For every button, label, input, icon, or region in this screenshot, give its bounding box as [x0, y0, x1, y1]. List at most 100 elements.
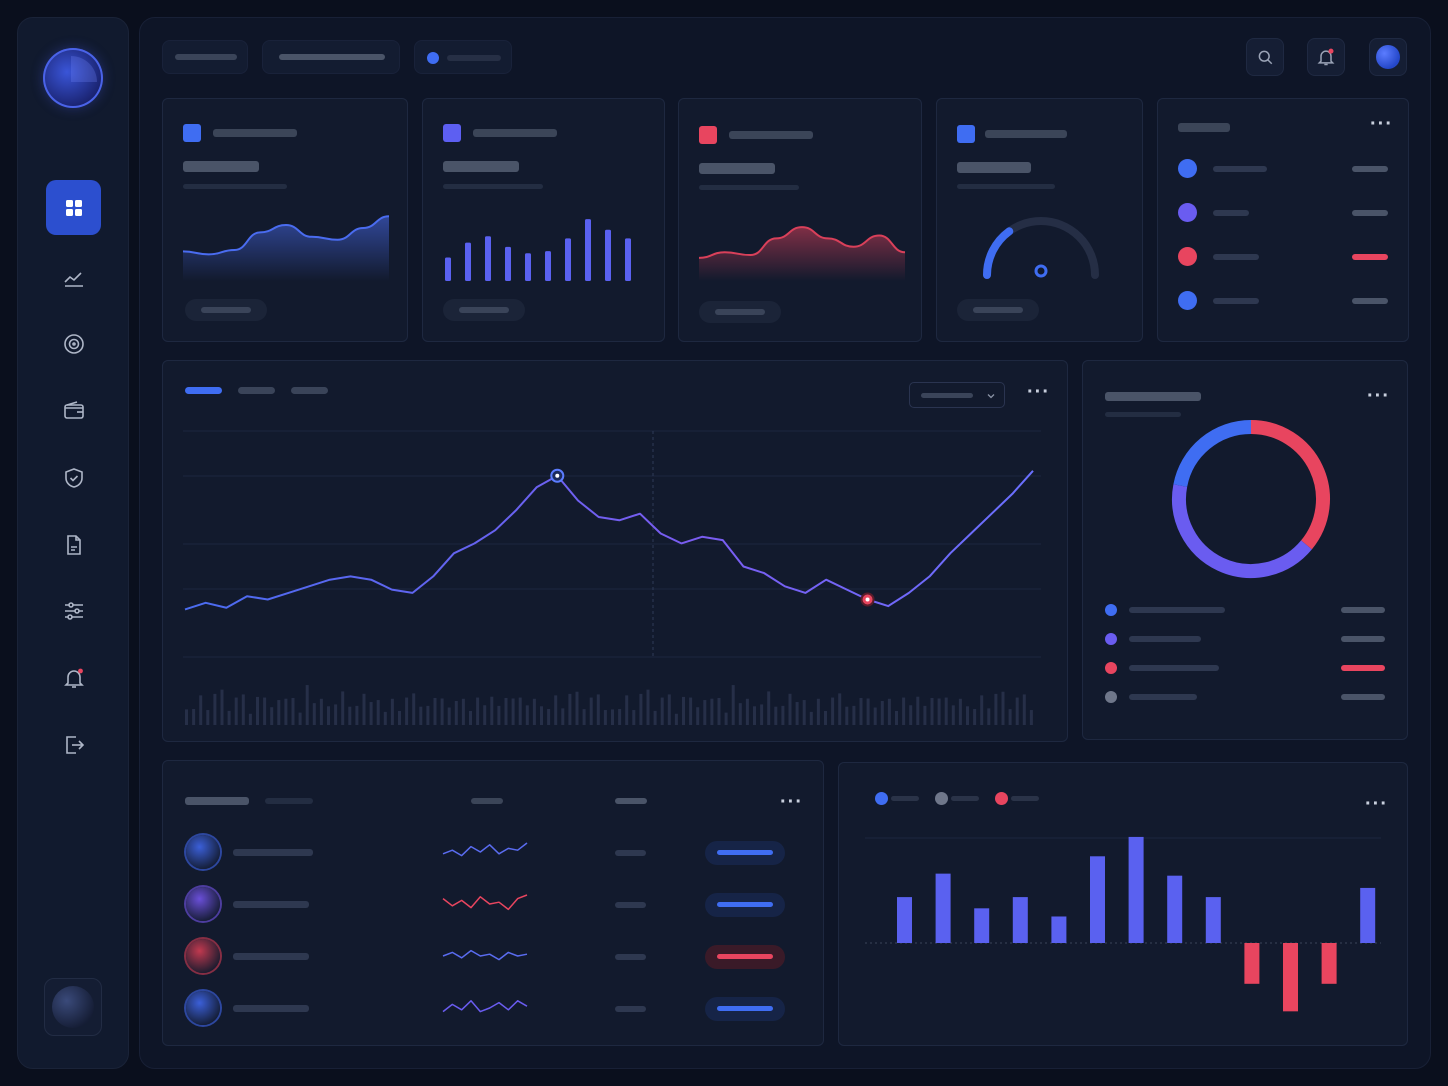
table-row[interactable]: [163, 887, 825, 927]
sidebar-item-settings[interactable]: [46, 583, 101, 638]
tab-2[interactable]: [238, 387, 275, 394]
legend-dot: [1178, 159, 1197, 178]
bar: [1051, 916, 1067, 943]
kpi-bar: [465, 242, 471, 281]
status-bar: [717, 954, 773, 959]
more-options-icon[interactable]: ···: [1367, 385, 1390, 407]
kpi-card-2[interactable]: [422, 98, 665, 342]
kpi-chip: [699, 126, 717, 144]
sidebar-item-wallet[interactable]: [46, 383, 101, 438]
bar: [1205, 897, 1221, 943]
row-name: [233, 953, 309, 960]
volume-bar: [1008, 709, 1012, 725]
volume-bar: [547, 708, 551, 725]
sidebar-item-security[interactable]: [46, 450, 101, 505]
volume-bar: [469, 710, 472, 725]
tab-3[interactable]: [291, 387, 328, 394]
more-options-icon[interactable]: ···: [1370, 113, 1393, 135]
volume-bar: [731, 685, 735, 725]
app-logo[interactable]: [43, 48, 103, 108]
more-options-icon[interactable]: ···: [1365, 793, 1388, 815]
sidebar-item-logout[interactable]: [46, 717, 101, 772]
row-value: [615, 1006, 646, 1012]
volume-bar: [234, 697, 238, 725]
sidebar-item-goals[interactable]: [46, 316, 101, 371]
volume-bar: [682, 696, 685, 725]
profile-avatar-button[interactable]: [44, 978, 102, 1036]
area-fill: [699, 227, 905, 281]
legend-label: [1129, 665, 1219, 671]
more-options-icon[interactable]: ···: [780, 791, 803, 813]
table-row[interactable]: [163, 939, 825, 979]
volume-bar: [873, 707, 877, 725]
volume-bar: [745, 698, 749, 725]
top-nav-pill-3[interactable]: [414, 40, 512, 74]
volume-bar: [717, 697, 721, 725]
kpi-footer-pill[interactable]: [957, 299, 1039, 321]
main-line-chart: [183, 430, 1041, 725]
volume-bar: [596, 694, 600, 725]
top-nav-pill-1[interactable]: [162, 40, 248, 74]
volume-bar: [454, 700, 458, 725]
target-icon: [63, 333, 84, 354]
sparkline-path: [442, 842, 528, 857]
volume-bar: [816, 698, 820, 725]
volume-bar: [369, 702, 373, 725]
legend-dot: [935, 792, 948, 805]
volume-bar: [582, 709, 586, 725]
row-status-pill[interactable]: [705, 893, 785, 917]
kpi-card-1[interactable]: [162, 98, 408, 342]
volume-bar: [412, 693, 416, 725]
sidebar-item-notifications[interactable]: [46, 650, 101, 705]
volume-bar: [1015, 697, 1019, 725]
bar-chart-card: ···: [838, 762, 1408, 1046]
user-avatar: [1376, 45, 1400, 69]
search-icon: [1258, 50, 1273, 65]
volume-bar: [838, 693, 842, 725]
search-button[interactable]: [1246, 38, 1284, 76]
table-row[interactable]: [163, 991, 825, 1031]
sidebar-item-dashboard[interactable]: [46, 180, 101, 235]
sidebar-item-analytics[interactable]: [46, 250, 101, 305]
row-status-pill[interactable]: [705, 945, 785, 969]
donut-segment: [1173, 420, 1252, 488]
volume-bar: [753, 706, 756, 725]
kpi-card-3[interactable]: [678, 98, 922, 342]
volume-bar: [603, 710, 607, 725]
period-select[interactable]: [909, 382, 1005, 408]
shield-check-icon: [64, 467, 83, 488]
bar: [1360, 887, 1376, 943]
volume-bar: [951, 705, 955, 725]
tab-1[interactable]: [185, 387, 222, 394]
volume-bar: [980, 695, 984, 725]
kpi-bar: [565, 238, 571, 281]
volume-bar: [362, 693, 366, 725]
row-status-pill[interactable]: [705, 841, 785, 865]
sidebar-item-documents[interactable]: [46, 517, 101, 572]
donut-card: ···: [1082, 360, 1408, 740]
table-row[interactable]: [163, 835, 825, 875]
legend-value: [1341, 694, 1385, 700]
kpi-chip: [957, 125, 975, 143]
user-avatar-button[interactable]: [1369, 38, 1407, 76]
kpi-footer-pill[interactable]: [699, 301, 781, 323]
more-options-icon[interactable]: ···: [1027, 381, 1050, 403]
volume-bar: [767, 691, 771, 725]
kpi-bar: [505, 246, 511, 281]
kpi-footer-pill[interactable]: [443, 299, 525, 321]
kpi-card-4[interactable]: [936, 98, 1143, 342]
kpi-bar-chart: [445, 219, 631, 281]
kpi-chip: [183, 124, 201, 142]
row-status-pill[interactable]: [705, 997, 785, 1021]
area-fill: [183, 216, 389, 281]
kpi-bar: [585, 219, 591, 281]
kpi-footer-pill[interactable]: [185, 299, 267, 321]
volume-bar: [710, 698, 714, 725]
legend-label: [1213, 166, 1267, 172]
top-nav-pill-2[interactable]: [262, 40, 400, 74]
main-chart-card: ···: [162, 360, 1068, 742]
volume-bar: [632, 710, 636, 725]
notifications-button[interactable]: [1307, 38, 1345, 76]
volume-bar: [930, 697, 934, 725]
legend-value: [1341, 607, 1385, 613]
